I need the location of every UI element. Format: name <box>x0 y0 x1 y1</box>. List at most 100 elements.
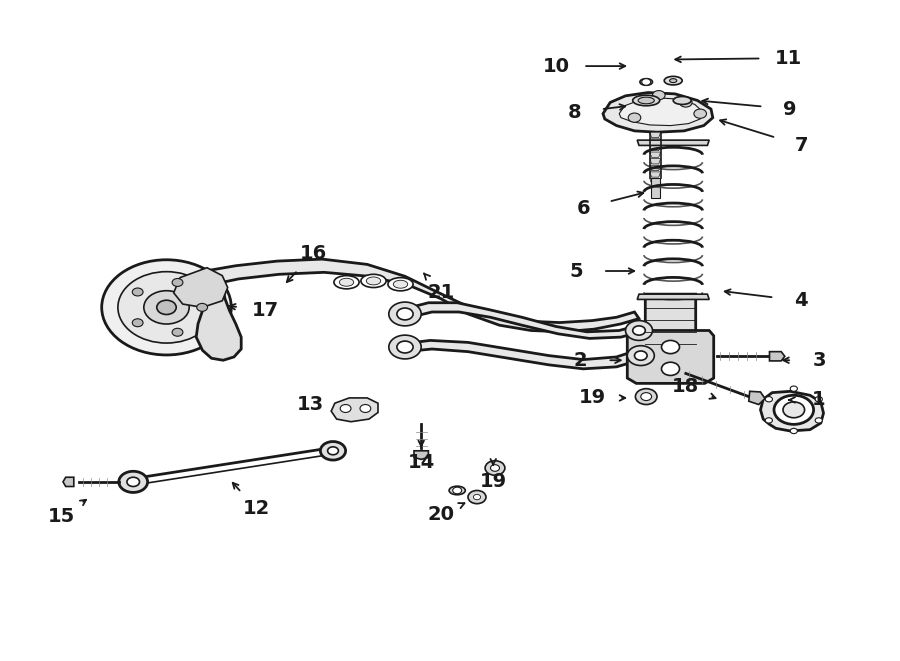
Circle shape <box>132 288 143 296</box>
Circle shape <box>360 405 371 412</box>
Circle shape <box>468 490 486 504</box>
Circle shape <box>328 447 338 455</box>
Ellipse shape <box>670 79 677 83</box>
Text: 1: 1 <box>812 391 826 409</box>
Circle shape <box>340 405 351 412</box>
Ellipse shape <box>638 97 654 104</box>
Circle shape <box>790 386 797 391</box>
Circle shape <box>157 300 176 315</box>
Text: 5: 5 <box>569 262 583 280</box>
Circle shape <box>662 340 680 354</box>
Polygon shape <box>403 340 644 369</box>
Polygon shape <box>603 93 713 132</box>
Text: 18: 18 <box>672 377 699 396</box>
Polygon shape <box>650 152 661 157</box>
Ellipse shape <box>388 278 413 291</box>
Text: 3: 3 <box>812 351 826 369</box>
Polygon shape <box>403 303 641 338</box>
Polygon shape <box>63 477 74 486</box>
Circle shape <box>783 402 805 418</box>
Polygon shape <box>331 398 378 422</box>
Ellipse shape <box>449 486 465 494</box>
Circle shape <box>627 346 654 366</box>
Circle shape <box>626 321 652 340</box>
Circle shape <box>628 113 641 122</box>
Polygon shape <box>650 172 661 177</box>
Ellipse shape <box>673 97 691 104</box>
Polygon shape <box>650 178 661 184</box>
Text: 13: 13 <box>297 395 324 414</box>
Text: 9: 9 <box>783 100 797 118</box>
Ellipse shape <box>640 79 652 85</box>
Circle shape <box>652 91 665 100</box>
Circle shape <box>634 351 647 360</box>
Circle shape <box>389 335 421 359</box>
Text: 12: 12 <box>243 500 270 518</box>
Polygon shape <box>637 140 709 145</box>
Polygon shape <box>196 290 241 360</box>
Circle shape <box>790 428 797 434</box>
Text: 20: 20 <box>428 505 454 524</box>
Text: 8: 8 <box>567 103 581 122</box>
Polygon shape <box>650 139 661 144</box>
Ellipse shape <box>633 95 660 106</box>
Circle shape <box>118 272 215 343</box>
Circle shape <box>144 291 189 324</box>
Polygon shape <box>174 268 228 307</box>
Circle shape <box>320 442 346 460</box>
Text: 15: 15 <box>48 508 75 526</box>
Text: 14: 14 <box>408 453 435 472</box>
Polygon shape <box>627 330 714 383</box>
Polygon shape <box>749 391 765 405</box>
Circle shape <box>680 98 692 107</box>
Polygon shape <box>638 294 703 354</box>
Circle shape <box>641 393 652 401</box>
Circle shape <box>485 461 505 475</box>
Ellipse shape <box>361 274 386 288</box>
Text: 19: 19 <box>480 472 507 490</box>
Text: 4: 4 <box>794 292 808 310</box>
Polygon shape <box>650 132 661 137</box>
Circle shape <box>765 418 772 423</box>
Ellipse shape <box>334 276 359 289</box>
Polygon shape <box>414 451 428 459</box>
Ellipse shape <box>393 280 408 288</box>
Circle shape <box>132 319 143 327</box>
Text: 2: 2 <box>573 351 588 369</box>
Circle shape <box>119 471 148 492</box>
Circle shape <box>453 487 462 494</box>
Circle shape <box>102 260 231 355</box>
Ellipse shape <box>339 278 354 286</box>
Ellipse shape <box>366 277 381 285</box>
Circle shape <box>172 278 183 286</box>
Circle shape <box>765 397 772 402</box>
Text: 7: 7 <box>794 136 808 155</box>
Polygon shape <box>650 145 661 151</box>
Circle shape <box>389 302 421 326</box>
Circle shape <box>815 418 823 423</box>
Circle shape <box>197 303 208 311</box>
Circle shape <box>633 326 645 335</box>
Text: 16: 16 <box>300 245 327 263</box>
Polygon shape <box>650 159 661 164</box>
Polygon shape <box>619 98 702 126</box>
Circle shape <box>473 494 481 500</box>
Polygon shape <box>770 352 785 361</box>
Circle shape <box>635 389 657 405</box>
Circle shape <box>491 465 500 471</box>
Circle shape <box>397 341 413 353</box>
Text: 6: 6 <box>576 199 590 217</box>
Circle shape <box>694 109 706 118</box>
Text: 19: 19 <box>579 389 606 407</box>
Text: 17: 17 <box>252 301 279 320</box>
Polygon shape <box>760 391 824 431</box>
Text: 21: 21 <box>428 283 454 301</box>
Ellipse shape <box>664 77 682 85</box>
Circle shape <box>774 395 814 424</box>
Polygon shape <box>651 178 660 198</box>
Text: 11: 11 <box>775 49 802 67</box>
Circle shape <box>642 79 651 85</box>
Circle shape <box>815 397 823 402</box>
Circle shape <box>127 477 140 486</box>
Text: 10: 10 <box>543 57 570 75</box>
